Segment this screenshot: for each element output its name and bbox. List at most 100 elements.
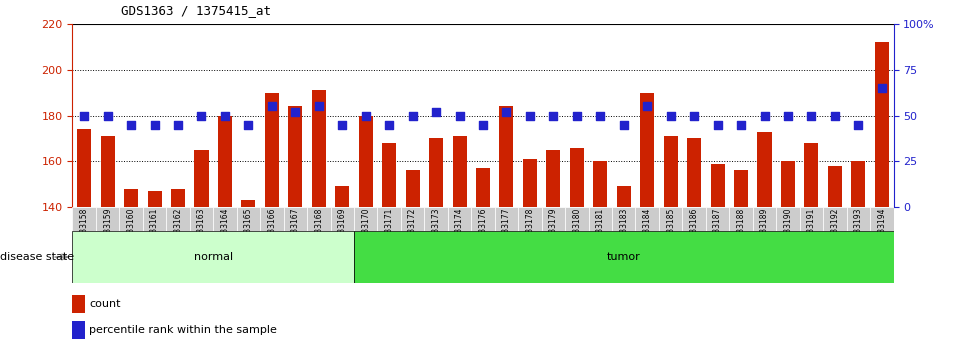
Bar	[542, 207, 565, 231]
Point	[217, 113, 233, 118]
Text: GSM33176: GSM33176	[478, 207, 488, 249]
Text: GSM33158: GSM33158	[79, 207, 89, 249]
Text: percentile rank within the sample: percentile rank within the sample	[90, 325, 277, 335]
Bar	[265, 93, 279, 207]
Bar	[800, 207, 823, 231]
Text: GSM33161: GSM33161	[150, 207, 159, 249]
Bar	[335, 186, 350, 207]
Text: GSM33160: GSM33160	[127, 207, 135, 249]
Point	[663, 113, 678, 118]
Bar	[588, 207, 612, 231]
Bar	[358, 116, 373, 207]
Bar	[757, 131, 772, 207]
Bar	[753, 207, 777, 231]
Text: GDS1363 / 1375415_at: GDS1363 / 1375415_at	[121, 4, 270, 17]
Text: GSM33183: GSM33183	[619, 207, 628, 249]
Bar	[288, 106, 302, 207]
Point	[710, 122, 725, 127]
Bar	[143, 207, 166, 231]
Point	[264, 104, 279, 109]
Bar	[330, 207, 354, 231]
Text: GSM33171: GSM33171	[384, 207, 394, 249]
Point	[76, 113, 92, 118]
Point	[405, 113, 420, 118]
Bar	[401, 207, 424, 231]
Point	[194, 113, 210, 118]
Point	[498, 109, 514, 115]
Text: GSM33179: GSM33179	[549, 207, 558, 249]
Bar	[72, 321, 85, 339]
Bar	[664, 136, 678, 207]
Bar	[805, 143, 818, 207]
Bar	[260, 207, 284, 231]
Bar	[237, 207, 260, 231]
Bar	[636, 207, 659, 231]
Text: GSM33193: GSM33193	[854, 207, 863, 249]
Point	[592, 113, 608, 118]
Bar	[593, 161, 608, 207]
Text: GSM33186: GSM33186	[690, 207, 698, 249]
Bar	[846, 207, 870, 231]
Bar	[307, 207, 330, 231]
Point	[687, 113, 702, 118]
Text: GSM33170: GSM33170	[361, 207, 370, 249]
Bar	[354, 231, 894, 283]
Bar	[828, 166, 842, 207]
Point	[781, 113, 796, 118]
Bar	[518, 207, 542, 231]
Text: tumor: tumor	[607, 252, 640, 262]
Text: GSM33180: GSM33180	[572, 207, 582, 249]
Text: GSM33174: GSM33174	[455, 207, 464, 249]
Point	[382, 122, 397, 127]
Bar	[189, 207, 213, 231]
Bar	[682, 207, 706, 231]
Bar	[781, 161, 795, 207]
Text: disease state: disease state	[0, 252, 74, 262]
Text: GSM33167: GSM33167	[291, 207, 299, 249]
Bar	[640, 93, 654, 207]
Bar	[242, 200, 255, 207]
Bar	[659, 207, 682, 231]
Text: GSM33184: GSM33184	[642, 207, 652, 249]
Bar	[72, 231, 354, 283]
Bar	[124, 189, 138, 207]
Point	[475, 122, 491, 127]
Text: GSM33178: GSM33178	[526, 207, 534, 249]
Point	[288, 109, 303, 115]
Bar	[777, 207, 800, 231]
Text: GSM33194: GSM33194	[877, 207, 887, 249]
Bar	[218, 116, 232, 207]
Bar	[100, 136, 115, 207]
Point	[241, 122, 256, 127]
Point	[428, 109, 443, 115]
Bar	[547, 150, 560, 207]
Point	[147, 122, 162, 127]
Bar	[495, 207, 518, 231]
Bar	[284, 207, 307, 231]
Bar	[570, 148, 583, 207]
Bar	[166, 207, 189, 231]
Text: GSM33177: GSM33177	[502, 207, 511, 249]
Text: GSM33165: GSM33165	[243, 207, 253, 249]
Point	[170, 122, 185, 127]
Bar	[72, 207, 96, 231]
Text: GSM33164: GSM33164	[220, 207, 230, 249]
Bar	[77, 129, 91, 207]
Text: GSM33188: GSM33188	[736, 207, 746, 249]
Text: GSM33192: GSM33192	[831, 207, 839, 249]
Bar	[429, 138, 443, 207]
Point	[546, 113, 561, 118]
Text: GSM33168: GSM33168	[314, 207, 324, 249]
Bar	[612, 207, 636, 231]
Bar	[383, 143, 396, 207]
Bar	[213, 207, 237, 231]
Bar	[565, 207, 588, 231]
Text: count: count	[90, 299, 121, 309]
Bar	[476, 168, 490, 207]
Text: GSM33187: GSM33187	[713, 207, 723, 249]
Text: GSM33190: GSM33190	[783, 207, 792, 249]
Point	[733, 122, 749, 127]
Bar	[875, 42, 889, 207]
Bar	[72, 295, 85, 313]
Text: GSM33159: GSM33159	[103, 207, 112, 249]
